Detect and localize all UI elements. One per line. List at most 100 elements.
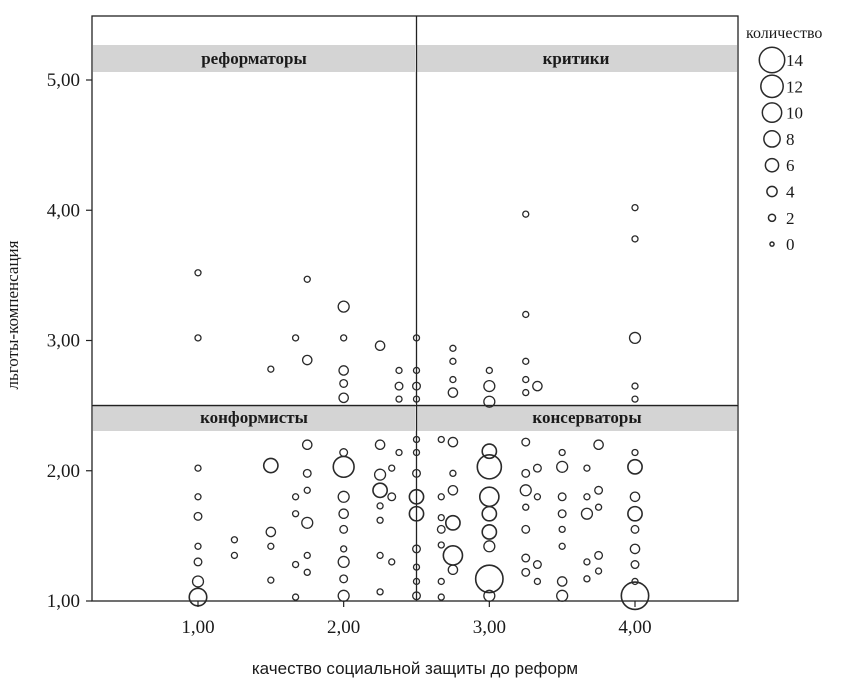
data-point: [373, 468, 387, 481]
legend-label: 2: [786, 209, 795, 228]
data-point: [481, 443, 498, 460]
data-point: [339, 574, 349, 584]
legend-marker: [763, 130, 781, 148]
data-point: [337, 490, 350, 503]
data-point: [627, 458, 643, 475]
data-point: [522, 357, 530, 366]
legend-title: количество: [746, 25, 822, 42]
data-point: [194, 542, 202, 550]
data-point: [580, 507, 594, 520]
data-point: [521, 524, 531, 534]
data-point: [302, 468, 312, 478]
data-point: [447, 564, 459, 576]
data-point: [521, 553, 531, 563]
data-point: [533, 493, 542, 501]
data-point: [265, 526, 277, 538]
y-tick-label: 2,00: [47, 461, 80, 482]
data-point: [408, 488, 425, 505]
band-bottom-left: [93, 404, 415, 431]
data-point: [376, 516, 384, 524]
data-point: [627, 505, 643, 522]
quadrant-bands: [93, 45, 737, 431]
data-point: [631, 203, 639, 212]
data-point: [519, 484, 532, 497]
data-point: [194, 269, 202, 277]
data-point: [193, 511, 203, 521]
data-point: [262, 457, 279, 474]
data-point: [291, 510, 300, 518]
quadrant-label-top-left: реформаторы: [201, 49, 307, 68]
legend-label: 6: [786, 156, 795, 175]
band-top-left: [93, 45, 415, 72]
data-point: [376, 588, 384, 596]
data-point: [485, 366, 494, 375]
data-point: [301, 516, 314, 529]
x-tick-label: 1,00: [181, 617, 214, 638]
data-point: [437, 577, 445, 586]
x-tick-label: 4,00: [618, 617, 651, 638]
data-point: [556, 576, 568, 587]
data-point: [631, 577, 639, 586]
data-point: [339, 334, 348, 342]
axes: 1,00 2,00 3,00 4,00 1,00 2,00 3,00 4,00 5,00: [47, 70, 652, 638]
data-point: [412, 381, 421, 391]
data-point: [521, 437, 531, 447]
y-tick-label: 1,00: [47, 591, 80, 612]
data-point: [522, 310, 530, 319]
data-point: [629, 543, 641, 555]
data-point: [583, 464, 591, 472]
data-point: [376, 551, 384, 560]
data-point: [412, 544, 421, 554]
data-point: [522, 503, 530, 511]
data-point: [558, 542, 566, 550]
legend-label: 8: [786, 130, 795, 149]
data-point: [447, 484, 459, 496]
data-point: [267, 365, 275, 373]
reference-lines: [92, 16, 738, 601]
data-point: [395, 395, 403, 403]
legend-marker: [764, 157, 780, 173]
data-point: [230, 536, 239, 544]
data-point: [339, 545, 348, 553]
data-point: [291, 334, 300, 342]
data-point: [557, 509, 567, 519]
data-point: [449, 375, 457, 384]
data-point: [395, 448, 403, 457]
data-point: [522, 375, 530, 384]
data-point: [412, 577, 421, 586]
data-point: [532, 463, 542, 473]
legend-marker: [766, 185, 778, 198]
legend-label: 12: [786, 77, 803, 96]
data-point: [558, 525, 566, 534]
data-point: [532, 380, 543, 392]
data-point: [301, 354, 313, 366]
data-point: [522, 210, 530, 218]
data-point: [437, 513, 445, 522]
data-point: [521, 468, 531, 478]
data-point: [631, 235, 639, 243]
data-point: [412, 435, 421, 444]
data-point: [628, 331, 642, 345]
data-point: [474, 564, 504, 594]
data-point: [303, 275, 311, 283]
data-points: [188, 203, 650, 611]
data-point: [522, 388, 530, 397]
y-axis-title: льготы-компенсация: [3, 240, 22, 389]
data-point: [583, 493, 591, 501]
quadrant-label-bottom-left: конформисты: [200, 408, 308, 427]
data-point: [388, 558, 396, 566]
data-point: [481, 505, 498, 522]
data-point: [337, 300, 350, 313]
data-point: [193, 557, 203, 567]
data-point: [437, 435, 445, 444]
data-point: [394, 381, 404, 391]
x-tick-label: 2,00: [327, 617, 360, 638]
data-point: [338, 365, 349, 376]
data-point: [376, 502, 384, 510]
data-point: [594, 550, 604, 560]
x-tick-label: 3,00: [473, 617, 506, 638]
data-point: [338, 392, 349, 404]
y-tick-label: 4,00: [47, 200, 80, 221]
data-point: [267, 576, 275, 584]
